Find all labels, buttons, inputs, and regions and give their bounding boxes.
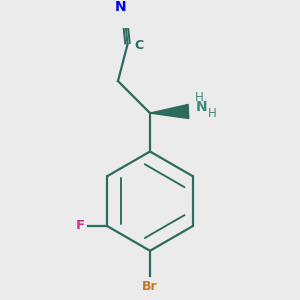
Text: H: H <box>195 91 203 104</box>
Polygon shape <box>150 104 189 118</box>
Text: C: C <box>134 39 143 52</box>
Text: N: N <box>195 100 207 114</box>
Text: H: H <box>208 106 217 120</box>
Text: F: F <box>76 220 85 232</box>
Text: Br: Br <box>142 280 158 293</box>
Text: N: N <box>115 0 126 14</box>
